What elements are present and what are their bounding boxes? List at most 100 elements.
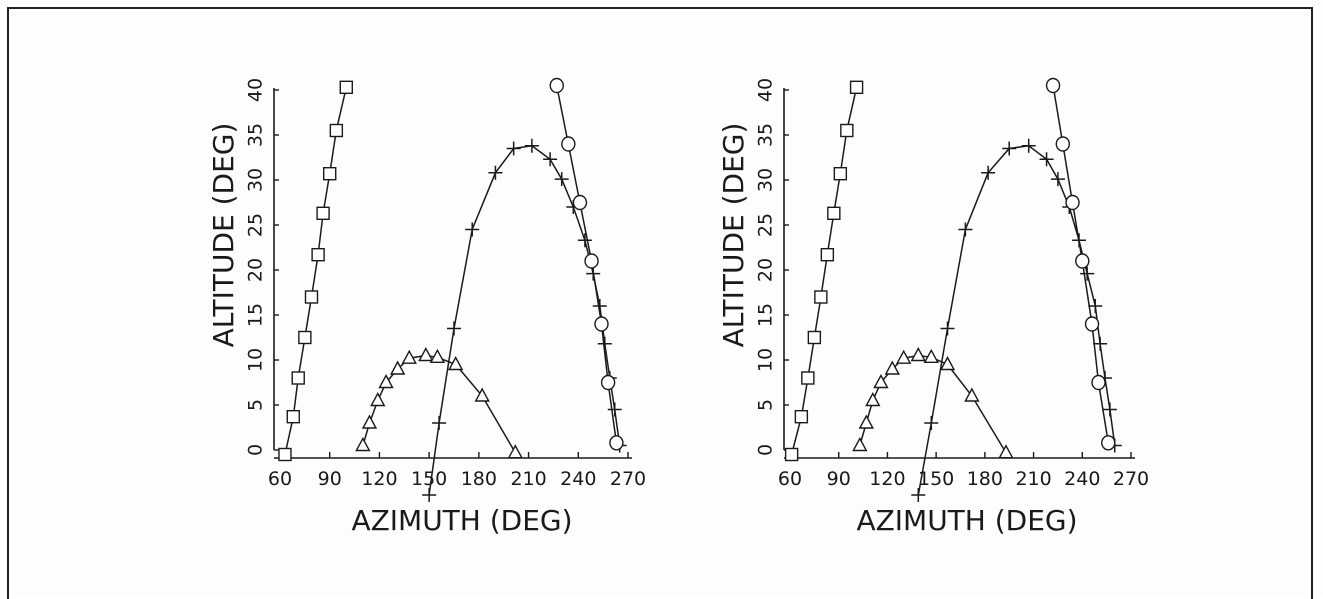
data-point-triangle bbox=[429, 348, 446, 363]
data-point-plus bbox=[940, 321, 955, 336]
y-tick-label: 15 bbox=[245, 303, 267, 327]
data-point-triangle bbox=[401, 349, 417, 364]
x-tick-label: 240 bbox=[1064, 468, 1100, 490]
data-point-plus bbox=[981, 165, 996, 180]
data-point-circle bbox=[1084, 316, 1100, 332]
data-point-circle bbox=[1055, 136, 1071, 152]
data-point-triangle bbox=[923, 348, 939, 363]
data-point-triangle bbox=[355, 437, 371, 452]
data-point-plus bbox=[1002, 141, 1017, 156]
y-axis-title: ALTITUDE (DEG) bbox=[717, 123, 750, 348]
data-point-triangle bbox=[873, 374, 889, 389]
data-point-circle bbox=[572, 194, 588, 211]
data-point-square bbox=[329, 123, 344, 138]
data-point-plus bbox=[1102, 402, 1117, 417]
data-point-circle bbox=[549, 77, 564, 94]
data-point-plus bbox=[524, 138, 539, 153]
y-tick-label: 5 bbox=[755, 399, 777, 411]
data-point-plus bbox=[958, 222, 973, 237]
data-point-triangle bbox=[910, 347, 926, 362]
x-tick-label: 180 bbox=[967, 468, 1003, 490]
x-tick-label: 150 bbox=[918, 468, 954, 490]
y-tick-label: 0 bbox=[755, 444, 777, 456]
data-point-triangle bbox=[474, 387, 490, 402]
x-tick-label: 120 bbox=[361, 468, 397, 490]
data-point-plus bbox=[911, 488, 926, 502]
data-point-plus bbox=[465, 222, 480, 237]
data-point-square bbox=[311, 247, 325, 262]
data-point-square bbox=[316, 206, 330, 221]
data-point-circle bbox=[1091, 374, 1106, 391]
data-point-plus bbox=[488, 165, 503, 180]
data-point-circle bbox=[1065, 194, 1080, 211]
y-tick-label: 25 bbox=[245, 213, 267, 237]
data-point-triangle bbox=[389, 360, 406, 375]
data-point-triangle bbox=[852, 437, 868, 452]
data-point-triangle bbox=[507, 444, 523, 459]
y-tick-label: 0 bbox=[245, 444, 267, 456]
x-tick-label: 270 bbox=[610, 468, 646, 490]
data-point-square bbox=[323, 166, 337, 181]
data-point-plus bbox=[1039, 152, 1054, 167]
chart-panel-1: 0 5 10 15 20 25 30 35 40 60 90 120 150 180 210 240 270 AZ… bbox=[207, 77, 646, 537]
data-point-square bbox=[801, 371, 815, 385]
y-tick-label: 40 bbox=[245, 78, 267, 102]
series-line-triangle bbox=[362, 354, 516, 454]
data-point-triangle bbox=[418, 347, 434, 362]
x-tick-label: 180 bbox=[461, 468, 497, 490]
data-point-square bbox=[849, 80, 864, 95]
y-tick-label: 40 bbox=[755, 78, 777, 102]
data-point-square bbox=[278, 447, 292, 462]
data-point-circle bbox=[1075, 253, 1090, 269]
y-axis-title: ALTITUDE (DEG) bbox=[207, 123, 240, 348]
data-point-square bbox=[794, 410, 809, 424]
data-point-square bbox=[827, 206, 841, 221]
x-axis-title: AZIMUTH (DEG) bbox=[856, 504, 1077, 537]
y-tick-label: 30 bbox=[245, 168, 267, 192]
y-tick-label: 25 bbox=[755, 213, 777, 237]
x-axis-title: AZIMUTH (DEG) bbox=[351, 504, 572, 537]
data-point-triangle bbox=[895, 349, 912, 364]
x-tick-label: 60 bbox=[778, 468, 802, 490]
data-point-square bbox=[298, 330, 312, 345]
data-point-triangle bbox=[361, 414, 378, 429]
y-tick-label: 10 bbox=[245, 348, 267, 372]
series-line-triangle bbox=[859, 354, 1007, 454]
data-point-plus bbox=[1021, 138, 1036, 153]
series-line-plus bbox=[428, 145, 621, 496]
x-tick-label: 60 bbox=[268, 468, 292, 490]
data-point-circle bbox=[561, 136, 576, 152]
data-point-triangle bbox=[447, 356, 464, 371]
data-point-circle bbox=[609, 435, 624, 451]
data-point-plus bbox=[1093, 336, 1108, 351]
x-tick-label: 90 bbox=[827, 468, 851, 490]
data-point-circle bbox=[1101, 435, 1116, 451]
data-point-circle bbox=[600, 374, 616, 391]
x-tick-label: 150 bbox=[411, 468, 447, 490]
data-point-plus bbox=[432, 416, 447, 430]
data-point-circle bbox=[1045, 77, 1061, 94]
data-point-plus bbox=[607, 402, 622, 417]
data-point-triangle bbox=[884, 360, 900, 375]
figure-frame bbox=[7, 7, 1313, 599]
x-tick-label: 210 bbox=[510, 468, 546, 490]
data-point-square bbox=[833, 166, 848, 181]
y-tick-label: 20 bbox=[245, 258, 267, 282]
series-line-square bbox=[790, 87, 858, 455]
data-point-triangle bbox=[370, 392, 386, 407]
series-line-plus bbox=[917, 145, 1116, 496]
data-point-square bbox=[820, 247, 835, 262]
x-tick-label: 210 bbox=[1015, 468, 1051, 490]
data-point-square bbox=[286, 410, 300, 424]
data-point-square bbox=[784, 447, 799, 462]
data-point-circle bbox=[584, 253, 599, 269]
data-point-triangle bbox=[865, 392, 881, 407]
data-point-plus bbox=[577, 233, 592, 248]
data-point-square bbox=[339, 80, 353, 95]
data-point-plus bbox=[543, 152, 558, 167]
data-point-plus bbox=[422, 488, 437, 502]
x-tick-label: 240 bbox=[560, 468, 596, 490]
y-tick-label: 35 bbox=[245, 123, 267, 147]
